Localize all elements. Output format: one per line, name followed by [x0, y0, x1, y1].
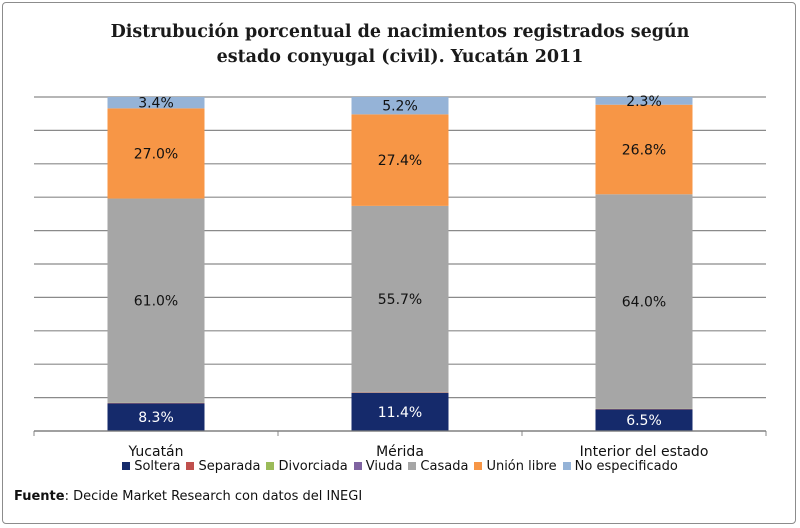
x-tick-label: Yucatán [127, 444, 183, 460]
bar-segment [107, 97, 205, 109]
chart-title-line-1: Distrubución porcentual de nacimientos r… [110, 22, 690, 42]
bar-segment [351, 114, 449, 206]
bar-segment [595, 97, 693, 105]
legend-item: Separada [186, 459, 260, 474]
legend-label: Divorciada [278, 459, 348, 474]
data-label: 61.0% [134, 293, 178, 309]
data-label: 8.3% [138, 410, 174, 426]
x-tick-label: Mérida [376, 444, 424, 460]
data-label: 3.4% [138, 96, 174, 112]
legend-label: No especificado [574, 459, 678, 474]
bar-segment [351, 205, 449, 392]
legend-label: Unión libre [486, 459, 557, 474]
legend-swatch [562, 462, 571, 470]
legend: Soltera Separada Divorciada Viuda Casada Unió… [0, 459, 800, 474]
source-text: : Decide Market Research con datos del I… [64, 489, 363, 504]
legend-label: Casada [420, 459, 469, 474]
bar-segment [595, 104, 693, 195]
bar-segment [595, 194, 693, 409]
data-label: 5.2% [382, 99, 418, 115]
legend-swatch [266, 462, 275, 470]
bar-segment [107, 403, 205, 431]
bar-segment [107, 198, 205, 403]
source-label: Fuente [14, 489, 65, 504]
legend-label: Viuda [365, 459, 403, 474]
legend-swatch [408, 462, 417, 470]
data-label: 2.3% [626, 94, 662, 110]
bar-segment [595, 409, 693, 431]
legend-item: Unión libre [474, 459, 557, 474]
data-label: 6.5% [626, 413, 662, 429]
legend-swatch [122, 462, 131, 470]
bar-segment [351, 97, 449, 115]
legend-item: No especificado [562, 459, 678, 474]
legend-swatch [353, 462, 362, 470]
data-label: 26.8% [622, 142, 666, 158]
legend-item: Soltera [122, 459, 180, 474]
data-label: 55.7% [378, 292, 422, 308]
chart-title-line-2: estado conyugal (civil). Yucatán 2011 [216, 47, 584, 67]
legend-item: Divorciada [266, 459, 348, 474]
legend-swatch [474, 462, 483, 470]
data-label: 27.0% [134, 146, 178, 162]
legend-label: Soltera [134, 459, 181, 474]
legend-swatch [186, 462, 195, 470]
bar-segment [351, 392, 449, 431]
data-label: 11.4% [378, 405, 422, 421]
legend-label: Separada [198, 459, 261, 474]
legend-item: Casada [408, 459, 468, 474]
legend-item: Viuda [353, 459, 403, 474]
x-tick-label: Interior del estado [580, 444, 709, 460]
source-note: Fuente: Decide Market Research con datos… [14, 489, 362, 504]
data-label: 64.0% [622, 294, 666, 310]
data-label: 27.4% [378, 153, 422, 169]
chart-title: Distrubución porcentual de nacimientos r… [0, 20, 800, 70]
bar-segment [107, 108, 205, 199]
